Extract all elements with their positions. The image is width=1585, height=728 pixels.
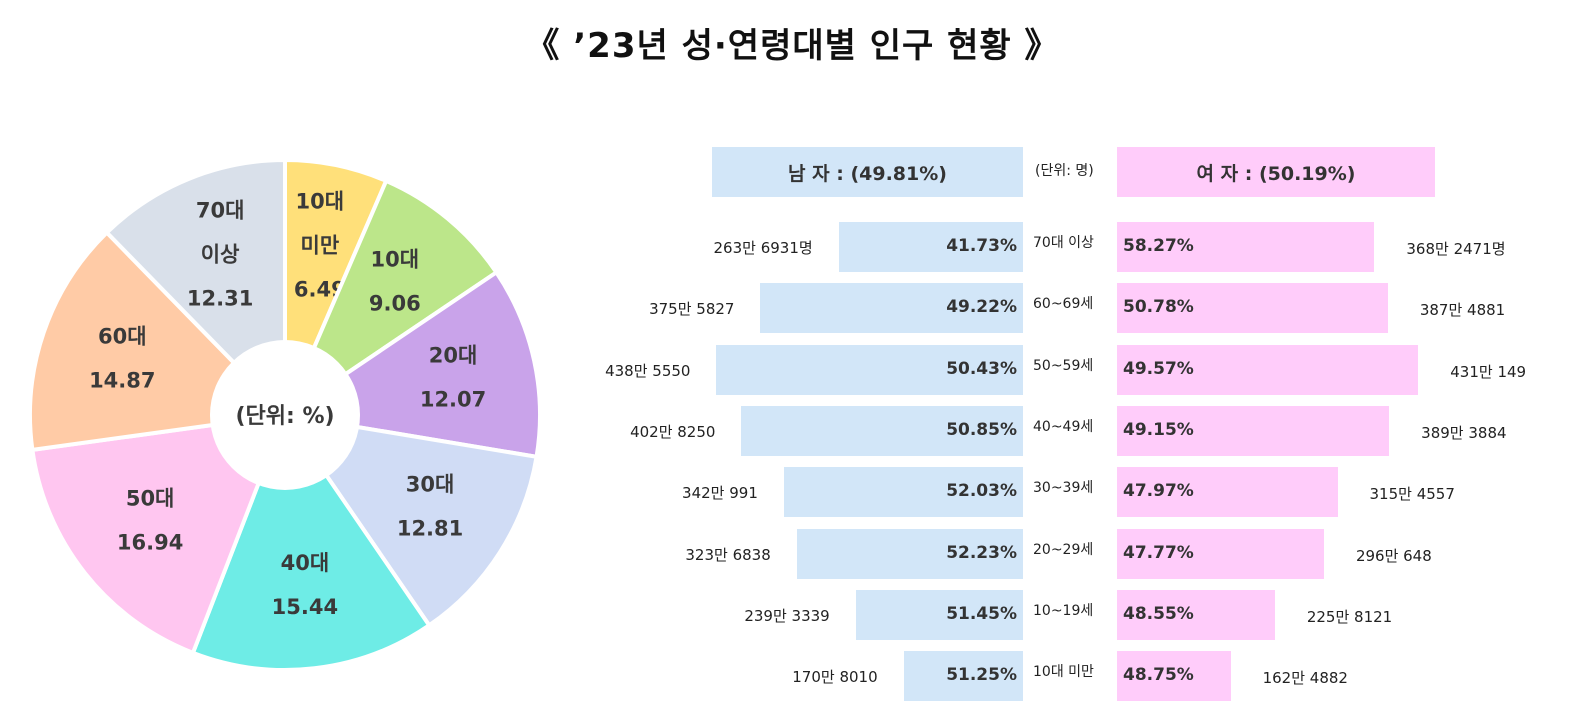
pie-slice-value: 15.44 [272,595,338,619]
female-count-label: 225만 8121 [1306,607,1393,626]
pie-slice-label: 이상 [201,243,240,267]
male-bar [838,222,1023,272]
female-pct-label: 49.57% [1123,358,1194,379]
pie-slice-label: 미만 [301,234,340,258]
age-group-label: 10~19세 [1033,602,1094,619]
pie-slice [190,410,432,672]
female-bar [1117,651,1231,702]
pie-slice-label: 10대 [371,248,420,272]
male-count-label: 263만 6931명 [713,239,813,257]
pie-slice-value: 12.07 [420,387,486,411]
male-pct-label: 41.73% [946,236,1017,256]
male-count-label: 323만 6838 [685,545,771,564]
age-group-label: 70대 이상 [1033,235,1094,251]
pie-center-hole [210,340,360,490]
male-pct-label: 50.85% [946,419,1017,440]
female-count-label: 296만 648 [1355,546,1432,565]
male-pct-label: 52.03% [946,481,1017,502]
age-group-label: 40~49세 [1033,418,1094,435]
pie-slice-label: 20대 [429,343,478,367]
male-pct-label: 52.23% [946,542,1017,563]
female-bar [1117,405,1390,456]
pie-slice [280,178,500,421]
pie-slice-label: 30대 [406,472,455,496]
pie-slice [104,157,287,420]
age-group-label: 50~59세 [1033,357,1094,374]
male-header: 남 자 : (49.81%) [712,147,1023,197]
female-count-label: 389만 3884 [1421,423,1507,442]
male-pct-label: 51.25% [946,665,1017,686]
male-bar [741,405,1023,456]
male-count-label: 438만 5550 [605,361,691,380]
female-pct-label: 47.97% [1123,481,1194,502]
male-count-label: 375만 5827 [649,300,735,319]
male-bar [760,283,1023,334]
pie-slice-value: 14.87 [89,368,155,392]
age-group-label: 30~39세 [1033,480,1094,497]
female-header: 여 자 : (50.19%) [1117,147,1435,197]
age-distribution-pie-chart: 10대미만6.4910대9.0620대12.0730대12.8140대15.44… [28,157,542,672]
female-count-label: 368만 2471명 [1406,240,1506,258]
pie-slice-value: 12.31 [187,287,253,311]
female-pct-label: 48.55% [1123,603,1194,624]
female-bar [1117,467,1338,518]
pie-slice [30,412,289,656]
pie-slice-value: 9.06 [369,292,421,316]
female-bar [1117,283,1388,334]
pie-slice-value: 12.81 [397,516,463,540]
female-pct-label: 47.77% [1123,542,1194,563]
pie-slice-label: 60대 [98,324,147,348]
female-bar [1117,222,1375,272]
age-group-label: 20~29세 [1033,541,1094,558]
pie-slice [280,412,539,629]
pyramid-unit-label: (단위: 명) [1035,163,1094,179]
age-group-label: 60~69세 [1033,296,1094,313]
age-group-label: 10대 미만 [1033,664,1094,681]
pie-slice-label: 70대 [196,199,245,223]
male-count-label: 402만 8250 [630,422,716,441]
male-bar [796,528,1023,579]
male-count-label: 342만 991 [682,484,758,503]
page-title: 《 ’23년 성·연령대별 인구 현황 》 [525,26,1060,66]
female-count-label: 315만 4557 [1369,485,1455,504]
female-bar [1117,344,1419,395]
male-bar [783,467,1023,518]
male-pct-label: 51.45% [946,603,1017,624]
male-count-label: 239만 3339 [744,606,830,625]
female-count-label: 162만 4882 [1262,669,1348,688]
male-bar [903,651,1023,702]
pie-slice-label: 40대 [281,551,330,575]
male-count-label: 170만 8010 [792,668,878,687]
male-pct-label: 50.43% [946,358,1017,379]
female-bar [1117,589,1275,640]
pie-center-label: (단위: %) [235,404,334,429]
male-bar [716,344,1023,395]
male-pct-label: 49.22% [946,297,1017,318]
male-bar [855,589,1023,640]
female-pct-label: 48.75% [1123,665,1194,686]
female-count-label: 387만 4881 [1419,301,1506,320]
pie-slice-label: 50대 [126,487,175,511]
pie-slice-label: 10대 [296,190,345,214]
female-bar [1117,528,1324,579]
female-pct-label: 58.27% [1123,236,1194,256]
female-pct-label: 49.15% [1123,419,1194,440]
pie-slice-value: 16.94 [117,531,183,555]
female-count-label: 431만 149 [1450,362,1527,381]
female-pct-label: 50.78% [1123,297,1194,318]
